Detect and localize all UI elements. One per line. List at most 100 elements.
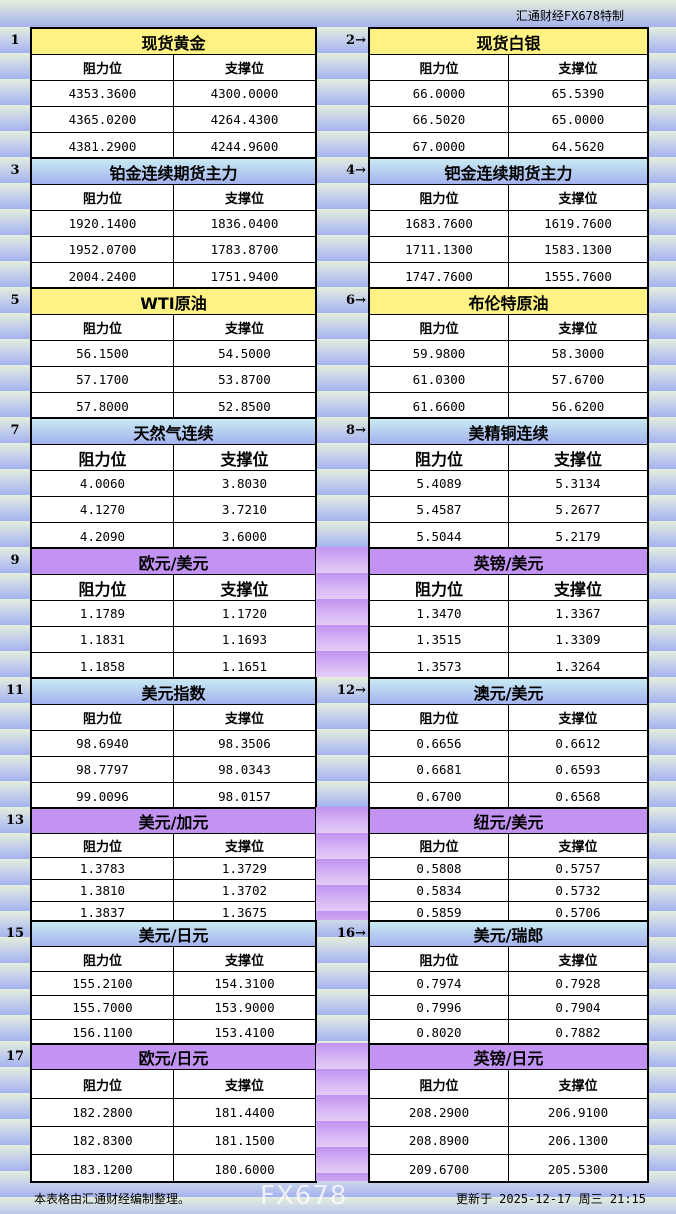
support-header: 支撑位 bbox=[553, 579, 602, 599]
table-row: 0.6656 0.6612 bbox=[370, 731, 647, 757]
support-header: 支撑位 bbox=[558, 840, 598, 855]
section-number: 5 bbox=[10, 293, 20, 308]
support-value: 4300.0000 bbox=[210, 86, 279, 101]
support-value: 1.3264 bbox=[555, 658, 601, 674]
resistance-value: 59.9800 bbox=[370, 341, 509, 366]
support-value: 206.1300 bbox=[547, 1133, 609, 1148]
resistance-value: 2004.2400 bbox=[32, 263, 174, 289]
resistance-header: 阻力位 bbox=[370, 315, 509, 340]
resistance-value: 61.0300 bbox=[370, 367, 509, 392]
support-value: 181.1500 bbox=[214, 1133, 275, 1148]
table-title: 布伦特原油 bbox=[370, 289, 647, 315]
support-value: 0.6593 bbox=[555, 762, 601, 777]
support-value: 0.7928 bbox=[555, 976, 601, 991]
support-value: 0.5706 bbox=[555, 904, 601, 920]
quote-table: 铂金连续期货主力 阻力位 支撑位 1920.1400 1836.0400 1952.070… bbox=[30, 157, 317, 289]
table-row: 5.4587 5.2677 bbox=[370, 497, 647, 523]
quote-table: 钯金连续期货主力 阻力位 支撑位 1683.7600 1619.7600 1711.130… bbox=[368, 157, 649, 289]
middle-column-band bbox=[316, 547, 368, 677]
resistance-value: 1.3515 bbox=[370, 627, 509, 652]
quote-table: 澳元/美元 阻力位 支撑位 0.6656 0.6612 0.6681 0.6593 0.670… bbox=[368, 677, 649, 809]
table-title: WTI原油 bbox=[32, 289, 315, 315]
resistance-value: 0.6681 bbox=[370, 757, 509, 782]
support-header: 支撑位 bbox=[224, 192, 264, 207]
table-row: 66.5020 65.0000 bbox=[370, 107, 647, 133]
resistance-value: 57.1700 bbox=[32, 367, 174, 392]
table-row: 4.0060 3.8030 bbox=[32, 471, 315, 497]
table-row: 0.7974 0.7928 bbox=[370, 972, 647, 996]
support-value: 206.9100 bbox=[547, 1105, 609, 1120]
support-header: 支撑位 bbox=[224, 712, 264, 727]
column-header-row: 阻力位 支撑位 bbox=[370, 55, 647, 81]
resistance-value: 208.2900 bbox=[370, 1099, 509, 1126]
support-value: 54.5000 bbox=[218, 346, 271, 361]
resistance-value: 155.2100 bbox=[32, 972, 174, 995]
support-value: 1.3367 bbox=[555, 606, 601, 621]
resistance-value: 4381.2900 bbox=[32, 133, 174, 159]
table-row: 57.8000 52.8500 bbox=[32, 393, 315, 419]
support-value: 3.8030 bbox=[221, 476, 268, 491]
resistance-header: 阻力位 bbox=[32, 315, 174, 340]
support-value: 1583.1300 bbox=[544, 242, 612, 257]
resistance-header: 阻力位 bbox=[370, 947, 509, 971]
table-row: 0.5834 0.5732 bbox=[370, 880, 647, 902]
table-title: 英镑/美元 bbox=[370, 549, 647, 575]
table-title: 美元/加元 bbox=[32, 809, 315, 834]
column-header-row: 阻力位 支撑位 bbox=[32, 575, 315, 601]
resistance-value: 4.0060 bbox=[32, 471, 174, 496]
resistance-header: 阻力位 bbox=[370, 1070, 509, 1098]
resistance-value: 0.6656 bbox=[370, 731, 509, 756]
table-row: 0.6700 0.6568 bbox=[370, 783, 647, 809]
column-header-row: 阻力位 支撑位 bbox=[32, 55, 315, 81]
section-number: 13 bbox=[5, 813, 25, 828]
column-header-row: 阻力位 支撑位 bbox=[32, 1070, 315, 1099]
quote-table: 美元/日元 阻力位 支撑位 155.2100 154.3100 155.7000 153.9… bbox=[30, 920, 317, 1045]
table-row: 1747.7600 1555.7600 bbox=[370, 263, 647, 289]
support-value: 5.2179 bbox=[555, 528, 601, 544]
table-title: 欧元/日元 bbox=[32, 1045, 315, 1070]
watermark-logo: FX678 bbox=[260, 1181, 348, 1211]
resistance-value: 156.1100 bbox=[32, 1020, 174, 1045]
support-value: 1.1720 bbox=[221, 606, 268, 621]
resistance-value: 182.8300 bbox=[32, 1127, 174, 1154]
resistance-value: 155.7000 bbox=[32, 996, 174, 1019]
table-row: 2004.2400 1751.9400 bbox=[32, 263, 315, 289]
table-row: 156.1100 153.4100 bbox=[32, 1020, 315, 1045]
middle-column-band bbox=[316, 807, 368, 920]
column-header-row: 阻力位 支撑位 bbox=[370, 834, 647, 858]
resistance-value: 0.6700 bbox=[370, 783, 509, 809]
section-number: 15 bbox=[5, 926, 25, 941]
resistance-header: 阻力位 bbox=[32, 185, 174, 210]
column-header-row: 阻力位 支撑位 bbox=[370, 445, 647, 471]
resistance-value: 5.5044 bbox=[370, 523, 509, 549]
support-value: 52.8500 bbox=[218, 398, 271, 414]
resistance-value: 1.3470 bbox=[370, 601, 509, 626]
table-row: 98.7797 98.0343 bbox=[32, 757, 315, 783]
resistance-value: 1.1831 bbox=[32, 627, 174, 652]
quote-table: 布伦特原油 阻力位 支撑位 59.9800 58.3000 61.0300 57.6700 6… bbox=[368, 287, 649, 419]
section-number: 3 bbox=[10, 163, 20, 178]
table-row: 1.3470 1.3367 bbox=[370, 601, 647, 627]
resistance-header: 阻力位 bbox=[32, 445, 174, 470]
table-row: 0.5859 0.5706 bbox=[370, 902, 647, 922]
resistance-value: 4.1270 bbox=[32, 497, 174, 522]
column-header-row: 阻力位 支撑位 bbox=[32, 315, 315, 341]
quote-table: 美精铜连续 阻力位 支撑位 5.4089 5.3134 5.4587 5.2677 5.504… bbox=[368, 417, 649, 549]
table-row: 66.0000 65.5390 bbox=[370, 81, 647, 107]
resistance-value: 1747.7600 bbox=[370, 263, 509, 289]
resistance-value: 5.4089 bbox=[370, 471, 509, 496]
resistance-header: 阻力位 bbox=[32, 834, 174, 857]
resistance-header: 阻力位 bbox=[32, 575, 174, 600]
support-value: 1.3309 bbox=[555, 632, 601, 647]
support-value: 154.3100 bbox=[214, 976, 275, 991]
support-header: 支撑位 bbox=[558, 953, 598, 969]
section-number: 17 bbox=[5, 1049, 25, 1064]
support-value: 153.4100 bbox=[214, 1025, 275, 1040]
support-value: 0.5757 bbox=[555, 861, 601, 876]
table-row: 4365.0200 4264.4300 bbox=[32, 107, 315, 133]
support-header: 支撑位 bbox=[224, 840, 264, 855]
resistance-value: 208.8900 bbox=[370, 1127, 509, 1154]
quote-table: 美元/加元 阻力位 支撑位 1.3783 1.3729 1.3810 1.3702 1.383… bbox=[30, 807, 317, 922]
quote-table: 英镑/美元 阻力位 支撑位 1.3470 1.3367 1.3515 1.3309 1.357… bbox=[368, 547, 649, 679]
table-row: 182.8300 181.1500 bbox=[32, 1127, 315, 1155]
